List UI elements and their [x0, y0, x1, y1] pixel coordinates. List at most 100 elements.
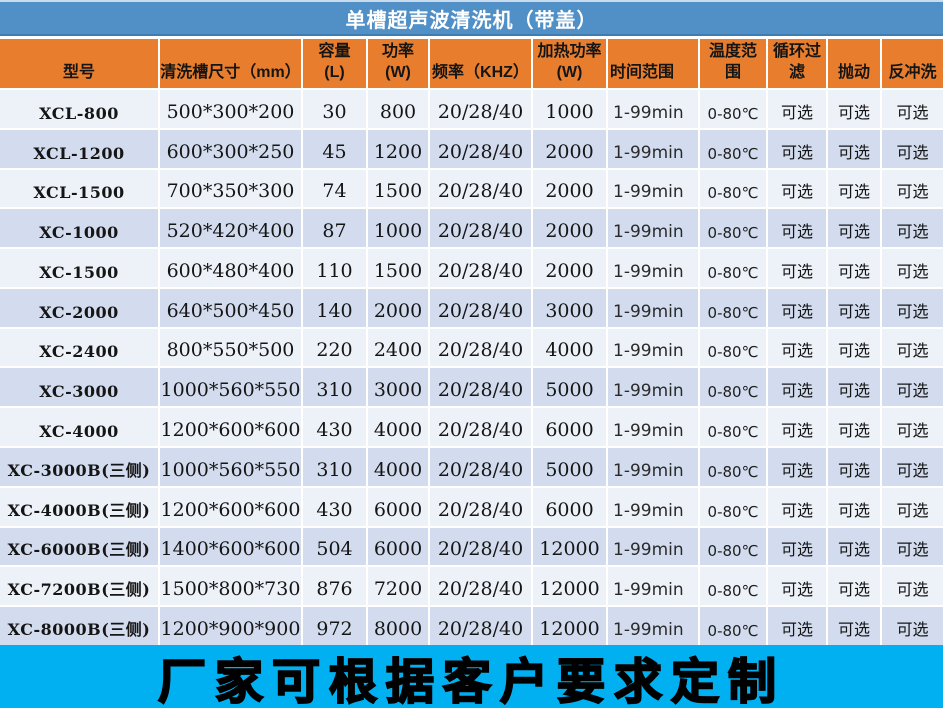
temp-range-cell: 0-80℃	[700, 129, 766, 168]
heating-cell: 12000	[533, 607, 606, 645]
model-cell: XC-8000B(三侧)	[0, 607, 158, 645]
backwash-cell: 可选	[882, 487, 943, 526]
table-row: XC-1500 600*480*400 110 1500 20/28/40 20…	[0, 249, 943, 287]
heating-cell: 2000	[533, 209, 606, 248]
temp-range-cell: 0-80℃	[700, 169, 766, 208]
model-cell: XCL-1500	[0, 169, 158, 208]
time-range-cell: 1-99min	[608, 607, 698, 645]
filter-cell: 可选	[768, 129, 826, 168]
table-row: XCL-1200 600*300*250 45 1200 20/28/40 20…	[0, 129, 943, 168]
heating-cell: 3000	[533, 288, 606, 327]
size-cell: 520*420*400	[160, 209, 301, 248]
throw-cell: 可选	[828, 249, 880, 287]
frequency-cell: 20/28/40	[430, 607, 531, 645]
page-title: 单槽超声波清洗机（带盖）	[345, 9, 598, 32]
frequency-cell: 20/28/40	[430, 408, 531, 447]
table-row: XC-7200B(三侧) 1500*800*730 876 7200 20/28…	[0, 567, 943, 606]
backwash-cell: 可选	[882, 448, 943, 486]
time-range-cell: 1-99min	[608, 368, 698, 407]
frequency-cell: 20/28/40	[430, 249, 531, 287]
throw-cell: 可选	[828, 288, 880, 327]
backwash-cell: 可选	[882, 169, 943, 208]
title-bar: 单槽超声波清洗机（带盖）	[0, 0, 943, 36]
heating-cell: 2000	[533, 129, 606, 168]
filter-cell: 可选	[768, 328, 826, 367]
filter-cell: 可选	[768, 527, 826, 566]
table-row: XCL-1500 700*350*300 74 1500 20/28/40 20…	[0, 169, 943, 208]
frequency-cell: 20/28/40	[430, 209, 531, 248]
size-cell: 640*500*450	[160, 288, 301, 327]
capacity-cell: 504	[303, 527, 366, 566]
table-row: XC-2000 640*500*450 140 2000 20/28/40 30…	[0, 288, 943, 327]
throw-cell: 可选	[828, 448, 880, 486]
throw-cell: 可选	[828, 607, 880, 645]
model-cell: XC-3000B(三侧)	[0, 448, 158, 486]
time-range-cell: 1-99min	[608, 527, 698, 566]
model-cell: XC-4000	[0, 408, 158, 447]
banner-text: 厂家可根据客户要求定制	[157, 653, 785, 708]
heating-cell: 12000	[533, 567, 606, 606]
time-range-cell: 1-99min	[608, 448, 698, 486]
capacity-cell: 140	[303, 288, 366, 327]
throw-cell: 可选	[828, 487, 880, 526]
size-cell: 1400*600*600	[160, 527, 301, 566]
frequency-cell: 20/28/40	[430, 169, 531, 208]
model-cell: XC-7200B(三侧)	[0, 567, 158, 606]
frequency-cell: 20/28/40	[430, 129, 531, 168]
model-cell: XC-1000	[0, 209, 158, 248]
backwash-cell: 可选	[882, 249, 943, 287]
throw-cell: 可选	[828, 90, 880, 128]
heating-cell: 12000	[533, 527, 606, 566]
heating-cell: 6000	[533, 408, 606, 447]
table-row: XC-6000B(三侧) 1400*600*600 504 6000 20/28…	[0, 527, 943, 566]
size-cell: 700*350*300	[160, 169, 301, 208]
heating-cell: 1000	[533, 90, 606, 128]
temp-range-cell: 0-80℃	[700, 567, 766, 606]
filter-cell: 可选	[768, 288, 826, 327]
table-header: 型号 清洗槽尺寸（mm） 容量 (L) 功率 (W) 频率（KHZ） 加热功率 …	[0, 39, 943, 88]
col-header-frequency: 频率（KHZ）	[430, 39, 531, 88]
frequency-cell: 20/28/40	[430, 448, 531, 486]
backwash-cell: 可选	[882, 607, 943, 645]
temp-range-cell: 0-80℃	[700, 328, 766, 367]
time-range-cell: 1-99min	[608, 408, 698, 447]
capacity-cell: 430	[303, 408, 366, 447]
model-cell: XC-4000B(三侧)	[0, 487, 158, 526]
model-cell: XC-3000	[0, 368, 158, 407]
throw-cell: 可选	[828, 129, 880, 168]
table-row: XC-2400 800*550*500 220 2400 20/28/40 40…	[0, 328, 943, 367]
backwash-cell: 可选	[882, 408, 943, 447]
col-header-throw: 抛动	[828, 39, 880, 88]
power-cell: 7200	[368, 567, 428, 606]
time-range-cell: 1-99min	[608, 328, 698, 367]
frequency-cell: 20/28/40	[430, 567, 531, 606]
col-header-filter: 循环过 滤	[768, 39, 826, 88]
size-cell: 600*300*250	[160, 129, 301, 168]
temp-range-cell: 0-80℃	[700, 90, 766, 128]
backwash-cell: 可选	[882, 129, 943, 168]
heating-cell: 2000	[533, 249, 606, 287]
model-cell: XC-1500	[0, 249, 158, 287]
table-row: XC-4000 1200*600*600 430 4000 20/28/40 6…	[0, 408, 943, 447]
time-range-cell: 1-99min	[608, 567, 698, 606]
filter-cell: 可选	[768, 249, 826, 287]
size-cell: 1000*560*550	[160, 368, 301, 407]
col-header-model: 型号	[0, 39, 158, 88]
power-cell: 1500	[368, 169, 428, 208]
col-header-backwash: 反冲洗	[882, 39, 943, 88]
col-header-heating: 加热功率 (W)	[533, 39, 606, 88]
heating-cell: 5000	[533, 368, 606, 407]
col-header-time: 时间范围	[608, 39, 698, 88]
size-cell: 500*300*200	[160, 90, 301, 128]
backwash-cell: 可选	[882, 288, 943, 327]
power-cell: 4000	[368, 448, 428, 486]
table-row: XC-4000B(三侧) 1200*600*600 430 6000 20/28…	[0, 487, 943, 526]
filter-cell: 可选	[768, 90, 826, 128]
table-row: XC-8000B(三侧) 1200*900*900 972 8000 20/28…	[0, 607, 943, 645]
size-cell: 1200*600*600	[160, 487, 301, 526]
model-cell: XC-2000	[0, 288, 158, 327]
frequency-cell: 20/28/40	[430, 487, 531, 526]
throw-cell: 可选	[828, 169, 880, 208]
temp-range-cell: 0-80℃	[700, 209, 766, 248]
custom-order-banner: 厂家可根据客户要求定制	[0, 645, 943, 708]
